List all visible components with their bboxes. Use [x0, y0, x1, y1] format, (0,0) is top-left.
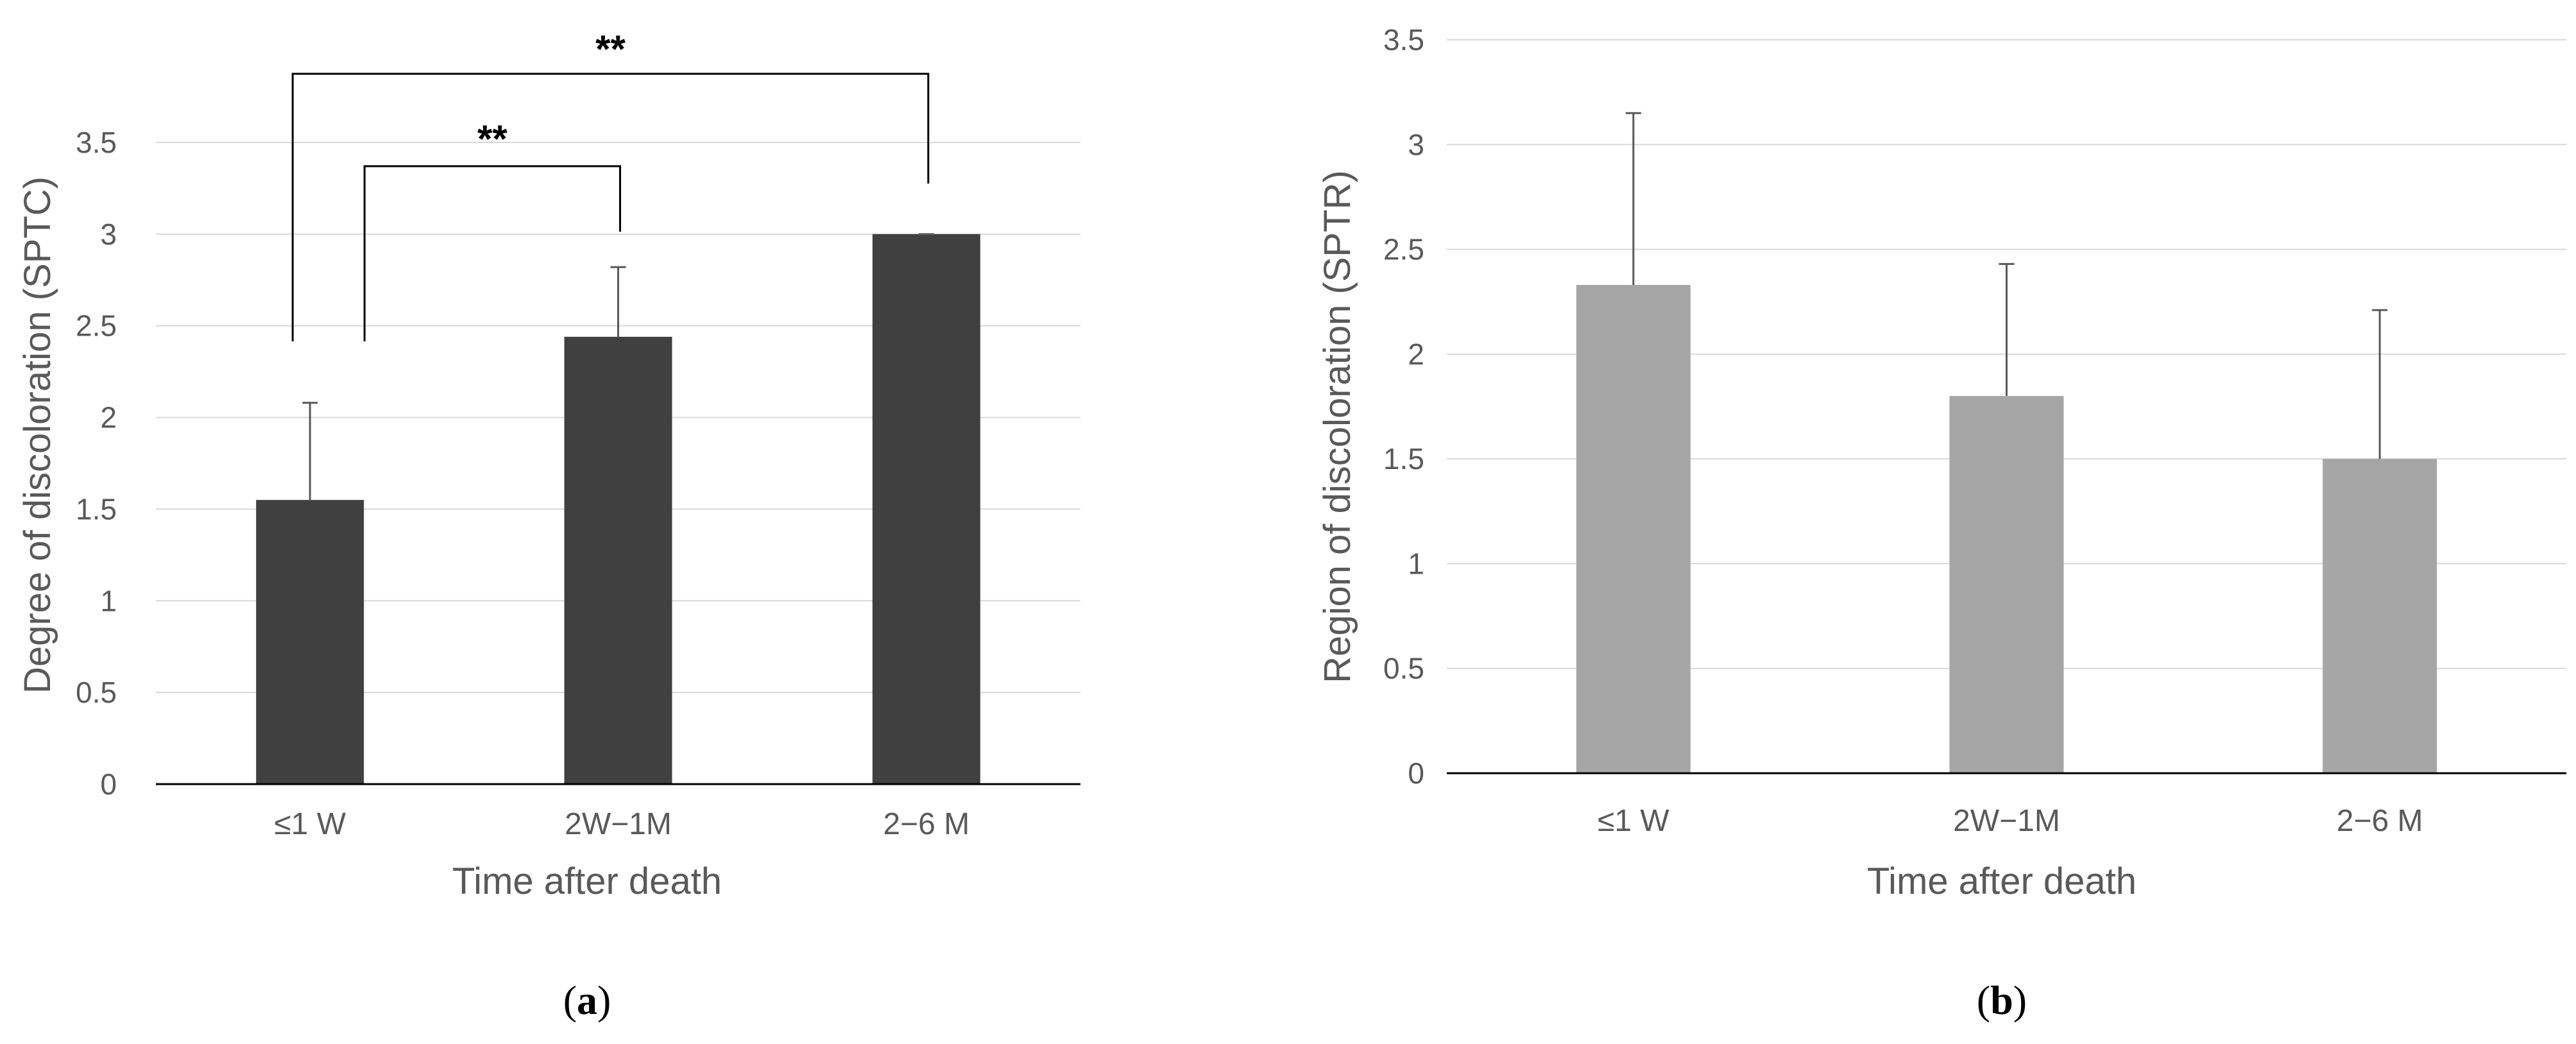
y-tick-label: 1.5	[76, 492, 117, 526]
bar-b-2	[2323, 459, 2437, 773]
y-tick-label: 0.5	[1383, 652, 1424, 685]
error-bars-b	[1625, 112, 2388, 459]
y-tick-labels-a: 0 0.5 1 1.5 2 2.5 3 3.5	[76, 126, 117, 801]
y-tick-label: 0	[1408, 757, 1424, 790]
bar-b-0	[1576, 285, 1691, 773]
y-axis-title-a: Degree of discoloration (SPTC)	[17, 176, 58, 694]
x-axis-title-b: Time after death	[1867, 860, 2137, 902]
panel-label-b: (b)	[1977, 977, 2027, 1023]
x-tick-label: ≤1 W	[274, 807, 346, 841]
bars-a	[256, 234, 980, 784]
x-tick-label: ≤1 W	[1598, 804, 1669, 838]
bar-a-0	[256, 500, 364, 784]
y-tick-label: 3.5	[1383, 23, 1424, 56]
y-tick-label: 0.5	[76, 676, 117, 709]
bar-b-1	[1949, 396, 2064, 773]
y-tick-label: 3.5	[76, 126, 117, 159]
y-tick-label: 1.5	[1383, 442, 1424, 475]
y-tick-label: 2	[1408, 338, 1424, 371]
y-axis-title-b: Region of discoloration (SPTR)	[1317, 170, 1358, 683]
bars-b	[1576, 285, 2437, 773]
bar-a-2	[872, 234, 980, 784]
x-tick-label: 2W−1M	[1953, 804, 2060, 838]
x-tick-label: 2−6 M	[2337, 804, 2423, 838]
y-tick-label: 2.5	[76, 309, 117, 343]
y-tick-label: 0	[100, 767, 117, 801]
error-bars-a	[302, 233, 934, 501]
significance-bracket-0	[291, 73, 930, 341]
x-tick-labels-b: ≤1 W 2W−1M 2−6 M	[1598, 804, 2423, 838]
significance-bracket-1	[363, 165, 621, 341]
x-axis-title-a: Time after death	[452, 860, 722, 902]
y-tick-label: 3	[100, 218, 117, 251]
significance-label-0: **	[595, 28, 626, 71]
y-tick-label: 2.5	[1383, 233, 1424, 266]
significance-brackets-a: ** **	[291, 28, 930, 341]
x-tick-labels-a: ≤1 W 2W−1M 2−6 M	[274, 807, 969, 841]
y-tick-label: 2	[100, 401, 117, 434]
y-tick-label: 3	[1408, 128, 1424, 161]
chart-panel-a: ** ** 0 0.5 1 1.5 2 2.5 3 3.5 ≤1 W 2W−1M 2−6 M Deg…	[17, 28, 1080, 1023]
y-tick-label: 1	[100, 584, 117, 617]
bar-a-1	[564, 336, 672, 784]
significance-label-1: **	[477, 117, 508, 160]
y-tick-labels-b: 0 0.5 1 1.5 2 2.5 3 3.5	[1383, 23, 1424, 790]
x-tick-label: 2−6 M	[883, 807, 969, 841]
chart-panel-b: 0 0.5 1 1.5 2 2.5 3 3.5 ≤1 W 2W−1M 2−6 M Region o…	[1317, 23, 2566, 1023]
x-tick-label: 2W−1M	[565, 807, 672, 841]
y-tick-label: 1	[1408, 547, 1424, 580]
panel-label-a: (a)	[563, 977, 611, 1023]
